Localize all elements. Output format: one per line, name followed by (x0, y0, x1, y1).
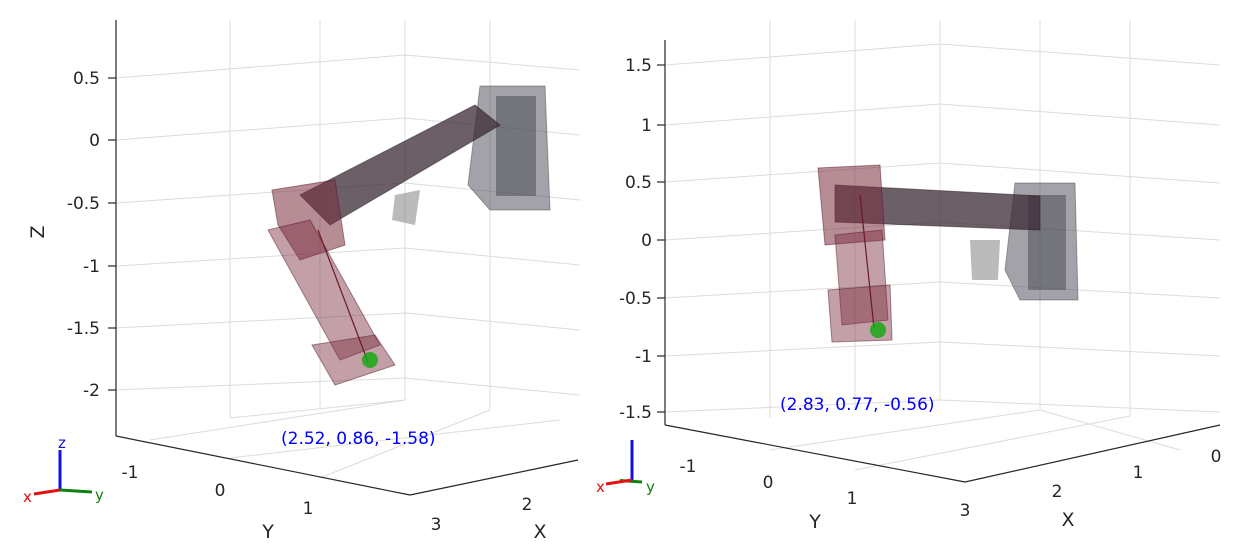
left-elbow-bracket (392, 190, 420, 225)
right-x-axis-label: X (1061, 509, 1074, 531)
right-coordinate-readout: (2.83, 0.77, -0.56) (780, 395, 935, 415)
left-y-tick: -1 (122, 463, 139, 483)
right-arm-cable (859, 194, 875, 329)
right-triad-x-label: x (596, 478, 605, 496)
left-axis-box (108, 20, 579, 496)
right-triad-x-arrow-overlay (605, 478, 633, 486)
right-z-tick: 0.5 (625, 173, 652, 193)
right-shoulder-joint (817, 164, 886, 246)
right-z-tick: -0.5 (620, 289, 652, 309)
right-y-axis-label: Y (808, 511, 821, 533)
left-x-tick: 2 (522, 495, 533, 515)
right-x-tick: 1 (1133, 463, 1144, 483)
left-end-effector-marker[interactable] (362, 352, 378, 368)
left-z-tick: -1 (83, 257, 100, 277)
left-y-axis-label: Y (261, 521, 274, 543)
left-lower-arm (267, 219, 381, 361)
left-z-axis-label: Z (27, 225, 49, 238)
left-triad-y-arrow (59, 488, 93, 494)
left-z-tick: -1.5 (67, 319, 100, 339)
left-3d-view[interactable]: 0.5 0 -0.5 -1 -1.5 -2 Z -1 0 1 Y 2 3 X (… (0, 0, 620, 560)
right-x-tick: 2 (1052, 482, 1063, 502)
right-triad-y-label: y (646, 478, 655, 496)
left-z-tick: 0 (89, 131, 100, 151)
right-x-tick: 3 (960, 501, 971, 521)
left-y-tick: 1 (303, 499, 314, 519)
right-z-tick: 0 (641, 231, 652, 251)
left-3d-axes[interactable]: 0.5 0 -0.5 -1 -1.5 -2 Z -1 0 1 Y 2 3 X (… (0, 0, 620, 560)
right-z-tick: 1 (641, 116, 652, 136)
left-robot-arm[interactable] (267, 85, 551, 386)
right-y-tick: 0 (763, 473, 774, 493)
right-x-tick: 0 (1211, 447, 1222, 467)
left-triad-z-label: z (58, 434, 66, 452)
left-triad-y-label: y (95, 486, 104, 504)
left-triad-x-arrow (33, 488, 61, 496)
right-y-tick: 1 (847, 489, 858, 509)
left-triad-x-label: x (23, 488, 32, 506)
left-z-tick: 0.5 (73, 69, 100, 89)
right-3d-axes[interactable]: 1.5 1 0.5 0 -0.5 -1 -1.5 Z -1 0 1 Y 3 2 … (620, 0, 1241, 560)
left-x-tick: 3 (431, 515, 442, 535)
right-robot-arm[interactable] (817, 164, 1079, 343)
right-triad-overlay: x (596, 440, 634, 496)
left-arm-cable (317, 229, 369, 363)
left-wrist-link (311, 334, 396, 386)
right-z-tick: -1 (635, 347, 652, 367)
right-axis-box (657, 40, 1221, 483)
left-y-tick: 0 (215, 481, 226, 501)
left-coordinate-readout: (2.52, 0.86, -1.58) (281, 429, 436, 449)
right-z-tick: 1.5 (625, 56, 652, 76)
right-lower-arm (834, 229, 889, 326)
right-3d-view[interactable]: 1.5 1 0.5 0 -0.5 -1 -1.5 Z -1 0 1 Y 3 2 … (596, 0, 1241, 560)
right-elbow-bracket (970, 240, 1000, 280)
right-y-tick: -1 (680, 457, 697, 477)
right-end-effector-marker[interactable] (870, 322, 886, 338)
left-base-bracket (496, 96, 536, 196)
left-axis-triad: z y x (23, 434, 104, 506)
left-z-tick: -0.5 (67, 194, 100, 214)
left-x-axis-label: X (533, 521, 546, 543)
right-z-tick: -1.5 (620, 403, 652, 423)
right-grid (664, 20, 1221, 471)
left-z-tick: -2 (83, 381, 100, 401)
